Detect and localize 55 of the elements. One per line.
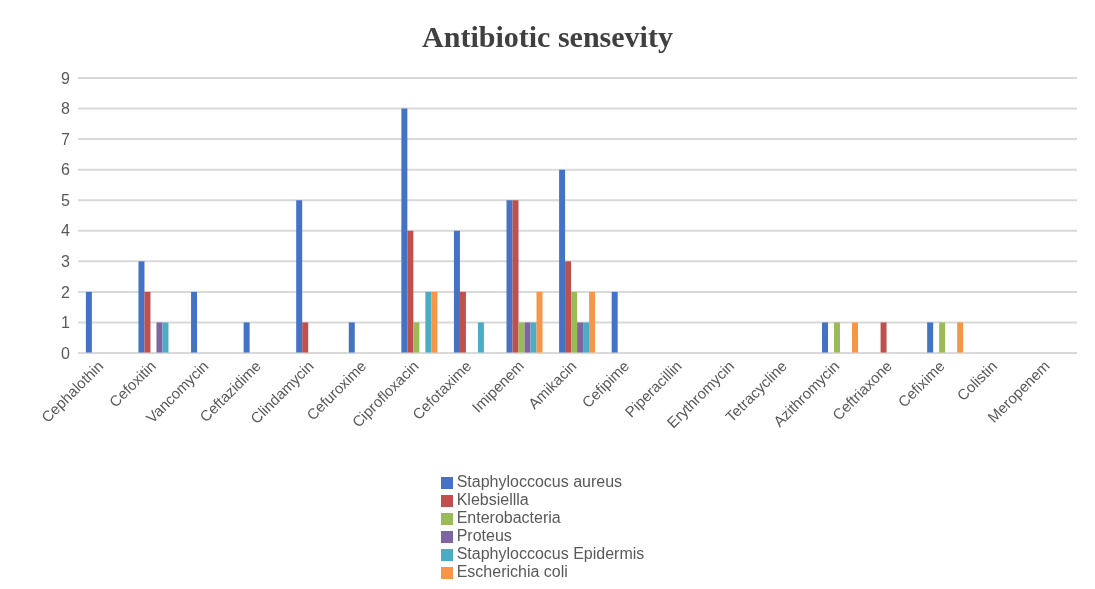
legend-label: Escherichia coli [456,563,568,580]
bar [880,322,887,353]
bar [459,291,466,353]
bar [296,200,303,353]
bar [559,169,566,353]
y-tick-label: 3 [61,253,71,271]
bar [571,291,578,353]
bar [425,291,432,353]
legend-label: Klebsiellla [456,491,529,508]
bar [611,291,618,353]
bar [851,322,858,353]
bar [85,291,92,353]
bar [939,322,946,353]
y-tick-label: 6 [61,161,71,179]
bar [565,261,572,353]
bar [536,291,543,353]
y-tick-label: 2 [61,283,71,301]
bar [506,200,513,353]
bar [431,291,438,353]
y-tick-label: 5 [61,191,71,209]
y-tick-label: 4 [61,222,71,240]
bar [957,322,964,353]
bar [191,291,198,353]
y-tick-label: 8 [61,100,71,118]
bar [530,322,537,353]
legend-label: Proteus [456,527,512,544]
bar [453,230,460,353]
y-tick-label: 1 [61,314,71,332]
bar [833,322,840,353]
bar [302,322,309,353]
bar [162,322,169,353]
bar [156,322,163,353]
bar [583,322,590,353]
bar [401,108,408,353]
bar [144,291,151,353]
bar [243,322,250,353]
legend-label: Staphyloccocus aureus [456,473,623,490]
legend-label: Staphyloccocus Epidermis [456,545,645,562]
bar [821,322,828,353]
y-tick-label: 0 [61,344,71,362]
bar [407,230,414,353]
bar [577,322,584,353]
bar [477,322,484,353]
bar [589,291,596,353]
y-tick-label: 7 [61,130,71,148]
bar [927,322,934,353]
bar [413,322,420,353]
legend-label: Enterobacteria [456,509,561,526]
y-tick-label: 9 [61,69,71,87]
bar [138,261,145,353]
bar [518,322,525,353]
bar [512,200,519,353]
bar [348,322,355,353]
bar [524,322,531,353]
chart-title: Antibiotic sensevity [421,19,674,55]
